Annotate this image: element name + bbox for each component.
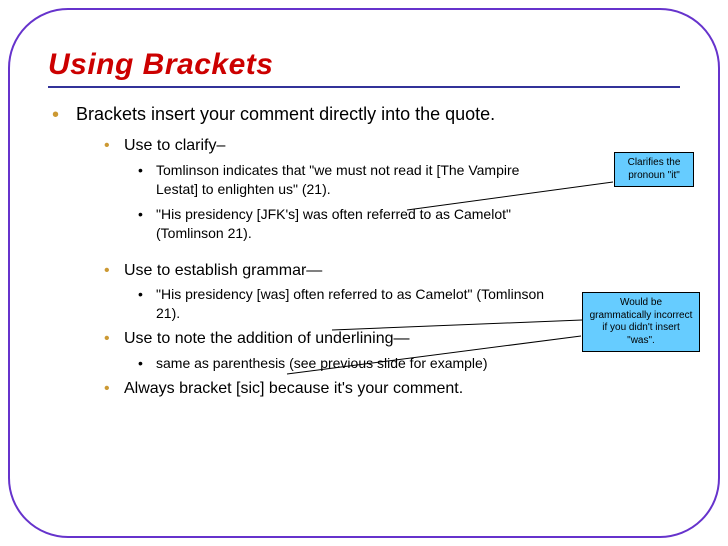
underlining-examples: same as parenthesis (see previous slide … xyxy=(124,354,680,373)
sub-sic: Always bracket [sic] because it's your c… xyxy=(124,379,680,400)
callout-grammar-was: Would be grammatically incorrect if you … xyxy=(582,292,700,352)
main-point-text: Brackets insert your comment directly in… xyxy=(76,104,495,124)
callout-clarifies-it: Clarifies the pronoun "it" xyxy=(614,152,694,187)
underlining-ex1: same as parenthesis (see previous slide … xyxy=(156,354,680,373)
slide-container: Using Brackets Brackets insert your comm… xyxy=(0,0,728,546)
slide-title: Using Brackets xyxy=(48,48,680,88)
clarify-examples: Tomlinson indicates that "we must not re… xyxy=(124,161,680,243)
clarify-ex1: Tomlinson indicates that "we must not re… xyxy=(156,161,680,199)
sub-clarify: Use to clarify– Tomlinson indicates that… xyxy=(124,136,680,242)
sub-list: Use to clarify– Tomlinson indicates that… xyxy=(76,136,680,399)
sub-grammar-label: Use to establish grammar— xyxy=(124,262,322,279)
callout-1-text: Clarifies the pronoun "it" xyxy=(628,157,681,181)
clarify-ex2: "His presidency [JFK's] was often referr… xyxy=(156,205,680,243)
callout-2-text: Would be grammatically incorrect if you … xyxy=(590,297,693,346)
sub-underlining-label: Use to note the addition of underlining— xyxy=(124,330,410,347)
sub-clarify-label: Use to clarify– xyxy=(124,137,225,154)
main-point: Brackets insert your comment directly in… xyxy=(76,102,680,400)
sub-sic-label: Always bracket [sic] because it's your c… xyxy=(124,380,463,397)
content-list: Brackets insert your comment directly in… xyxy=(48,102,680,400)
